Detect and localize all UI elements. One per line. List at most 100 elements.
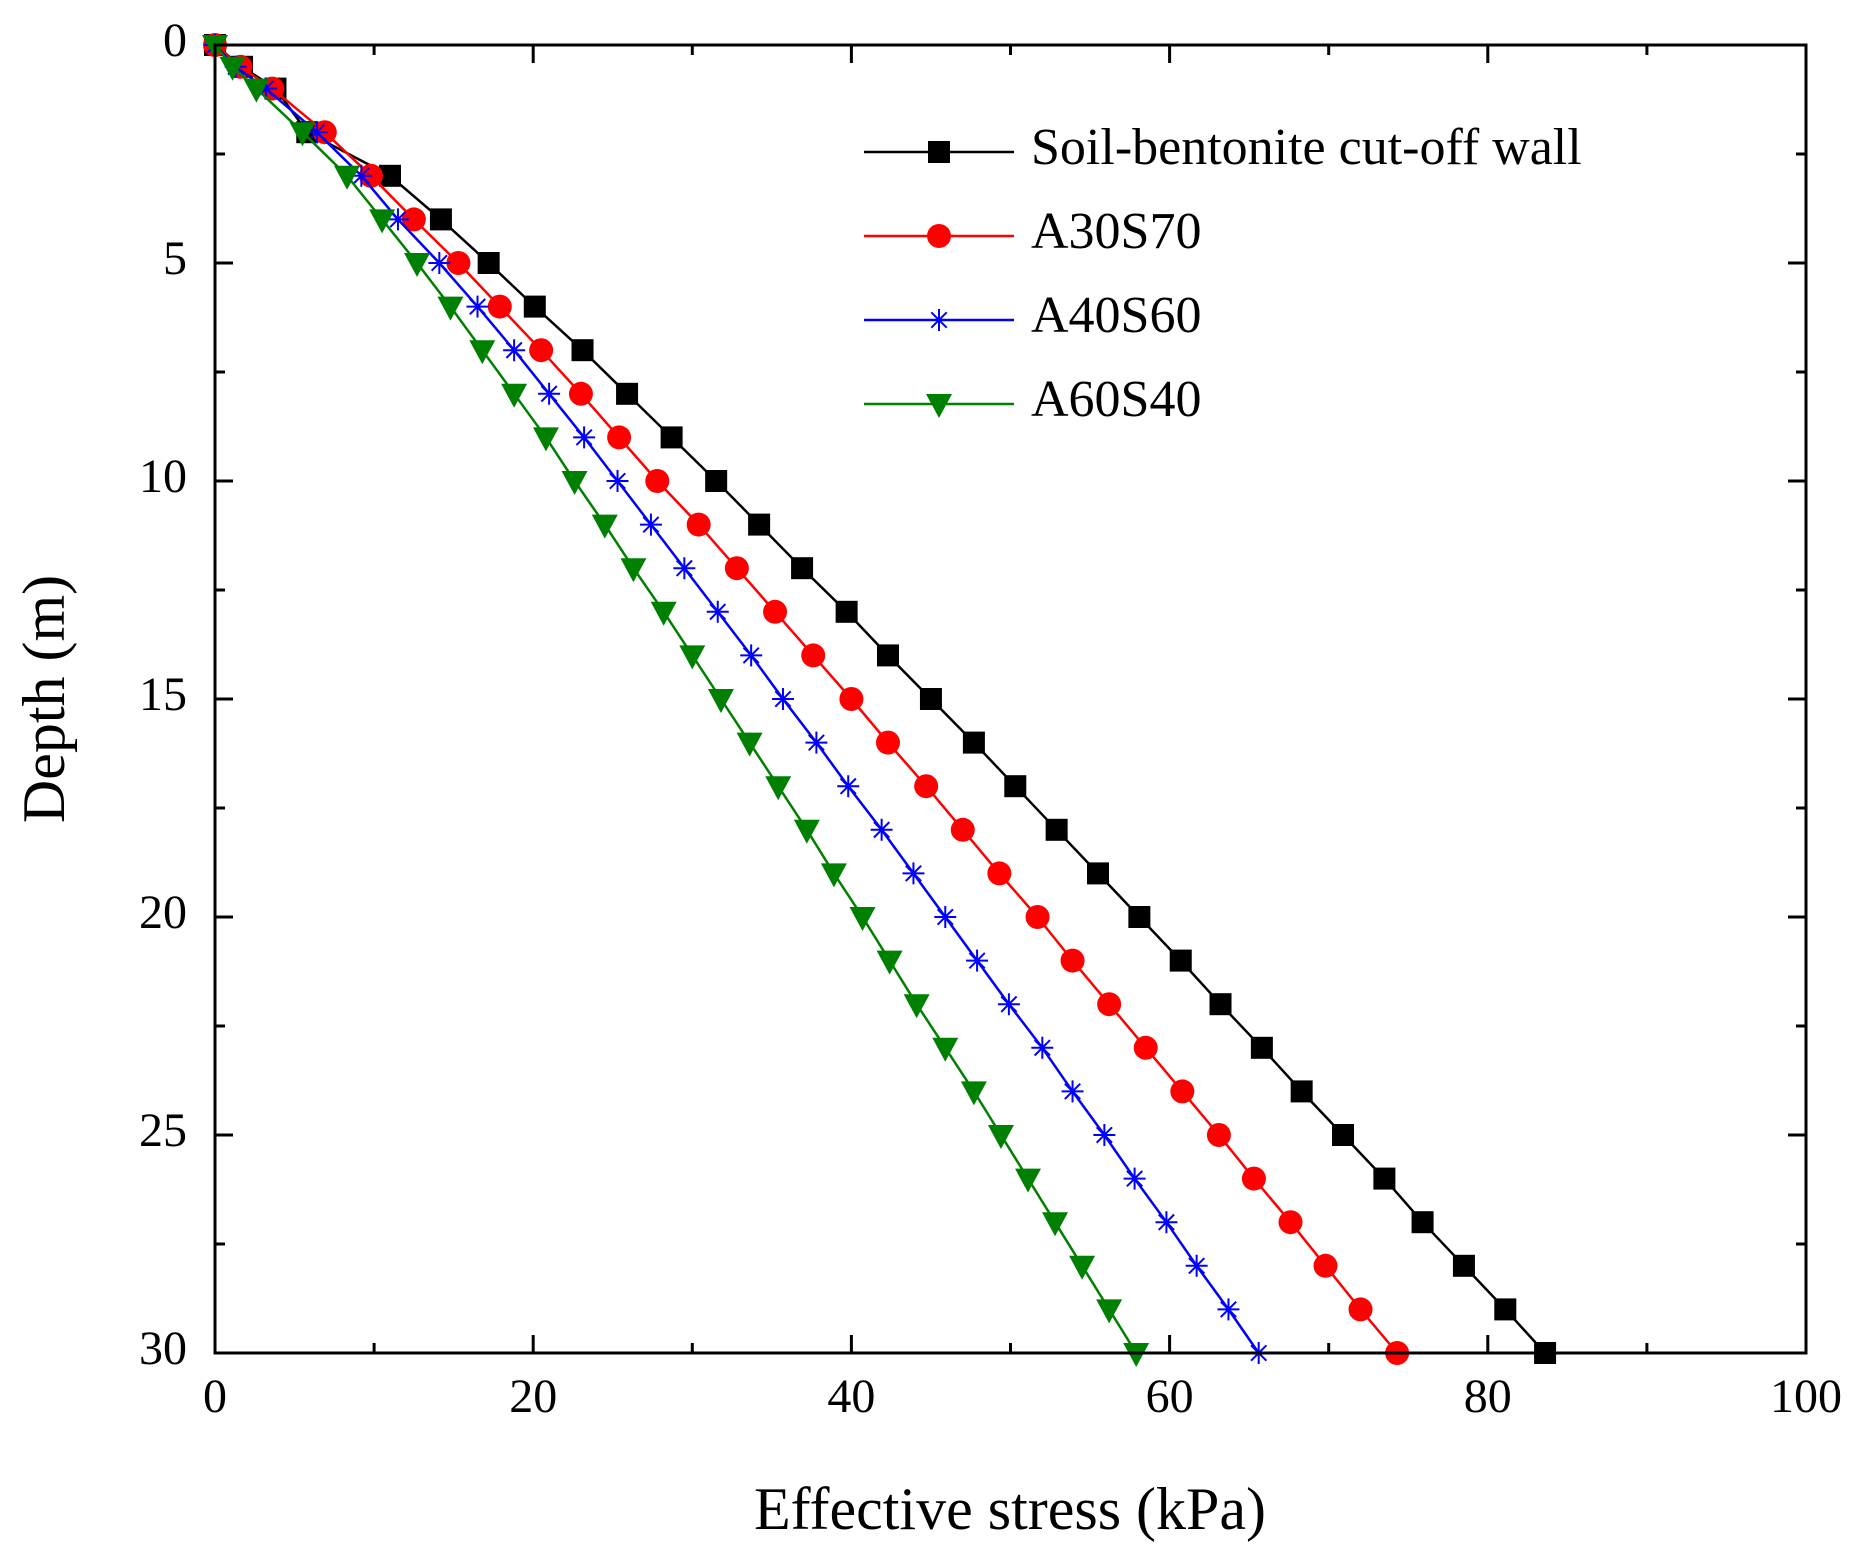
marker [706, 600, 729, 623]
marker [1452, 1254, 1475, 1277]
marker [606, 470, 629, 492]
x-tick-label: 80 [1464, 1370, 1512, 1423]
marker [765, 776, 792, 801]
marker [934, 906, 957, 928]
marker [1217, 1298, 1240, 1321]
legend-label: A40S60 [1031, 287, 1201, 344]
marker [1096, 1299, 1123, 1324]
marker [1209, 993, 1232, 1016]
marker [1169, 949, 1192, 972]
marker [1250, 1036, 1273, 1059]
marker [962, 731, 985, 754]
marker [1087, 862, 1110, 885]
y-axis-label: Depth (m) [11, 575, 77, 823]
marker [616, 382, 639, 405]
marker [740, 644, 763, 667]
marker [763, 599, 788, 624]
marker [243, 78, 270, 103]
marker [724, 556, 749, 581]
marker [386, 208, 409, 231]
marker [870, 818, 893, 841]
marker [736, 732, 763, 757]
marker [305, 121, 328, 144]
marker [1313, 1253, 1338, 1278]
marker [1093, 1124, 1116, 1146]
marker [902, 862, 925, 885]
marker [538, 382, 561, 405]
marker [573, 426, 596, 449]
marker [820, 863, 847, 888]
series-line [214, 44, 1399, 1354]
series-line [214, 44, 1138, 1354]
plot-frame [213, 43, 1808, 1355]
marker [791, 557, 814, 580]
marker [849, 907, 876, 931]
marker [960, 1081, 987, 1106]
marker [705, 470, 728, 492]
marker [686, 512, 711, 537]
x-tick-label: 20 [509, 1370, 557, 1423]
marker [401, 207, 426, 232]
y-tick-label: 20 [139, 886, 187, 939]
marker [748, 513, 771, 536]
marker [903, 994, 930, 1019]
marker [446, 251, 471, 275]
marker [350, 164, 373, 187]
marker [1004, 775, 1027, 798]
marker [1128, 906, 1151, 928]
marker [561, 471, 588, 495]
marker [919, 688, 942, 710]
marker [404, 253, 431, 277]
marker [997, 993, 1020, 1016]
marker [966, 949, 989, 972]
marker [1069, 1255, 1096, 1280]
marker [477, 252, 500, 274]
marker [650, 601, 677, 626]
marker [1045, 818, 1068, 841]
marker [523, 295, 546, 318]
x-axis-label: Effective stress (kPa) [754, 1476, 1266, 1542]
legend-marker [928, 141, 950, 163]
y-tick-label: 15 [139, 668, 187, 721]
marker [914, 774, 939, 799]
marker [1494, 1298, 1517, 1321]
marker [428, 252, 451, 274]
marker [987, 1125, 1014, 1149]
marker [1332, 1124, 1355, 1146]
marker [1411, 1211, 1434, 1234]
marker [1031, 1036, 1054, 1059]
marker [1185, 1254, 1208, 1277]
marker [1060, 948, 1085, 973]
marker [334, 165, 361, 190]
marker [429, 208, 452, 231]
legend-label: A60S40 [1031, 371, 1201, 428]
marker [1133, 1035, 1158, 1060]
marker [673, 557, 696, 580]
marker [1123, 1167, 1146, 1190]
marker [950, 817, 975, 842]
legend-marker [927, 224, 951, 248]
x-tick-label: 0 [203, 1370, 227, 1423]
marker [839, 687, 864, 711]
y-tick-label: 5 [163, 232, 187, 285]
marker [835, 600, 858, 623]
marker [639, 513, 662, 536]
marker [469, 340, 496, 365]
marker [1373, 1167, 1396, 1190]
y-tick-label: 25 [139, 1104, 187, 1157]
marker [591, 514, 618, 539]
marker [487, 294, 512, 319]
marker [1206, 1123, 1231, 1147]
marker [932, 1037, 959, 1062]
marker [1042, 1212, 1069, 1237]
marker [289, 122, 316, 147]
marker [771, 688, 794, 710]
marker [679, 645, 706, 670]
marker [660, 426, 683, 449]
x-tick-label: 100 [1770, 1370, 1842, 1423]
marker [503, 339, 526, 362]
legend-label: Soil-bentonite cut-off wall [1031, 119, 1582, 176]
marker [1155, 1211, 1178, 1234]
x-tick-label: 40 [827, 1370, 875, 1423]
